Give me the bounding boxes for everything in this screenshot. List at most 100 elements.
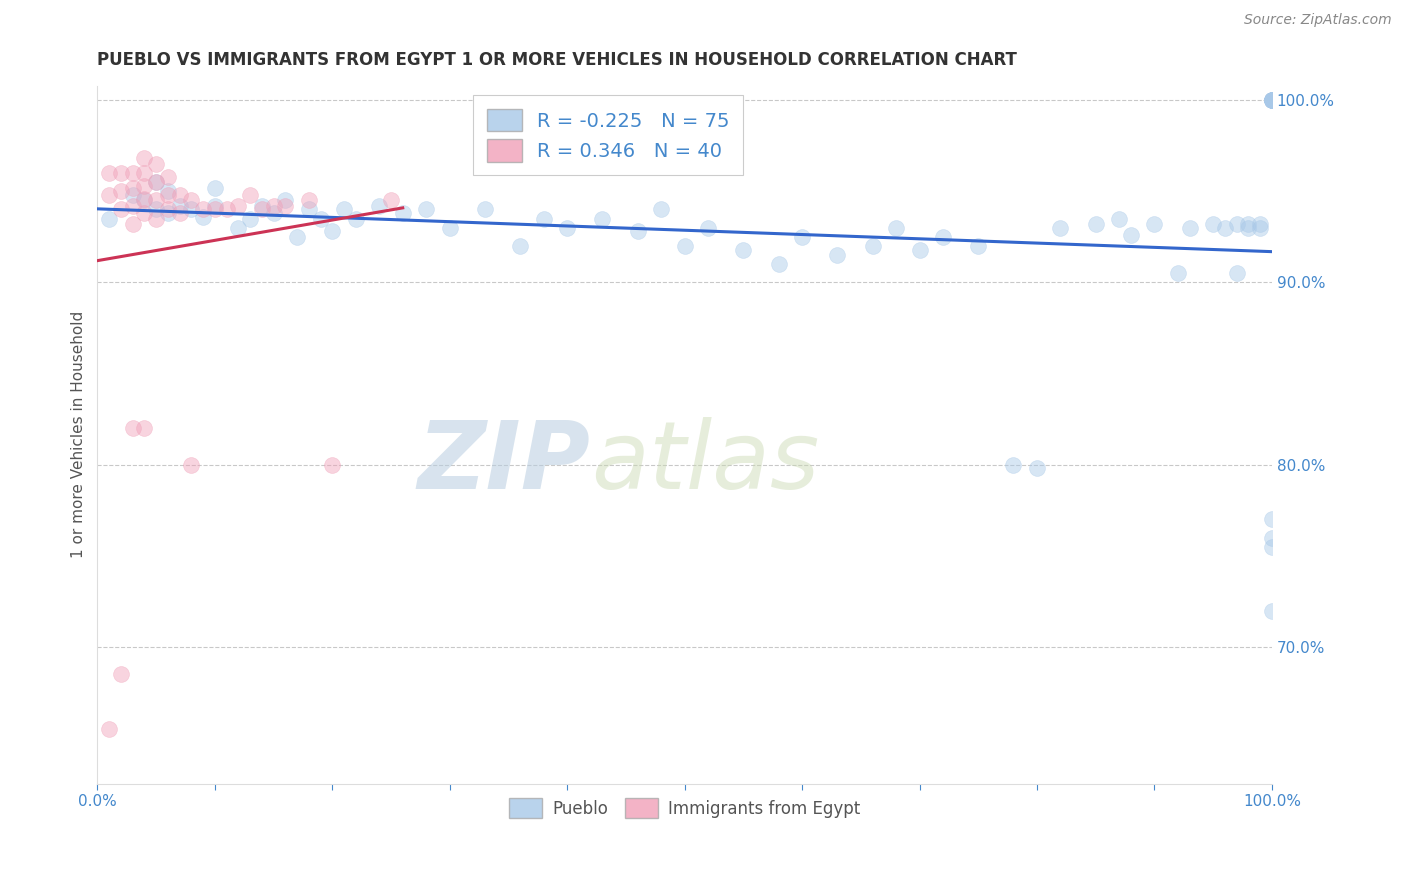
Point [226,199,249,213]
Point [110,184,132,198]
Point [121,166,143,180]
Point [250,199,273,213]
Point [908,243,931,257]
Point [1167,266,1189,280]
Point [298,194,321,208]
Point [134,206,156,220]
Legend: Pueblo, Immigrants from Egypt: Pueblo, Immigrants from Egypt [502,792,868,824]
Point [145,175,167,189]
Point [226,220,249,235]
Point [191,202,214,217]
Point [1261,93,1284,107]
Point [204,202,226,217]
Point [156,206,179,220]
Point [180,458,202,472]
Point [884,220,907,235]
Point [145,211,167,226]
Point [1249,220,1271,235]
Point [98,166,121,180]
Point [121,217,143,231]
Point [380,194,402,208]
Point [134,152,156,166]
Text: ZIP: ZIP [418,417,591,508]
Point [591,211,613,226]
Point [967,239,990,253]
Point [1084,217,1107,231]
Point [169,199,191,213]
Point [321,458,343,472]
Point [1226,266,1249,280]
Point [368,199,391,213]
Point [555,220,578,235]
Point [285,229,308,244]
Point [733,243,755,257]
Point [145,194,167,208]
Point [239,187,262,202]
Point [98,722,121,736]
Point [156,187,179,202]
Point [1108,211,1130,226]
Point [110,202,132,217]
Point [169,187,191,202]
Point [145,202,167,217]
Point [533,211,555,226]
Point [180,202,202,217]
Point [1261,93,1284,107]
Point [1249,217,1271,231]
Point [309,211,332,226]
Point [98,187,121,202]
Point [1261,93,1284,107]
Point [697,220,720,235]
Point [932,229,955,244]
Point [110,667,132,681]
Point [768,257,790,271]
Point [1261,93,1284,107]
Point [673,239,696,253]
Point [1202,217,1225,231]
Point [145,157,167,171]
Point [1261,93,1284,107]
Point [298,202,321,217]
Point [169,206,191,220]
Point [134,194,156,208]
Point [134,178,156,193]
Point [156,169,179,184]
Point [180,194,202,208]
Y-axis label: 1 or more Vehicles in Household: 1 or more Vehicles in Household [72,311,86,558]
Point [415,202,437,217]
Point [134,192,156,206]
Point [156,202,179,217]
Point [250,202,273,217]
Point [121,199,143,213]
Point [1261,93,1284,107]
Point [274,194,297,208]
Point [862,239,884,253]
Point [121,180,143,194]
Point [1261,512,1284,526]
Point [650,202,672,217]
Point [156,184,179,198]
Point [1261,93,1284,107]
Point [121,421,143,435]
Point [204,199,226,213]
Text: Source: ZipAtlas.com: Source: ZipAtlas.com [1244,13,1392,28]
Point [391,206,413,220]
Point [1237,217,1260,231]
Point [215,202,238,217]
Point [145,175,167,189]
Point [204,180,226,194]
Point [321,224,343,238]
Point [134,421,156,435]
Point [239,211,262,226]
Point [121,187,143,202]
Point [1178,220,1201,235]
Text: PUEBLO VS IMMIGRANTS FROM EGYPT 1 OR MORE VEHICLES IN HOUSEHOLD CORRELATION CHAR: PUEBLO VS IMMIGRANTS FROM EGYPT 1 OR MOR… [97,51,1017,69]
Point [274,199,297,213]
Point [263,199,285,213]
Point [827,248,849,262]
Point [1261,93,1284,107]
Point [1213,220,1236,235]
Point [1261,531,1284,545]
Point [98,211,121,226]
Point [333,202,356,217]
